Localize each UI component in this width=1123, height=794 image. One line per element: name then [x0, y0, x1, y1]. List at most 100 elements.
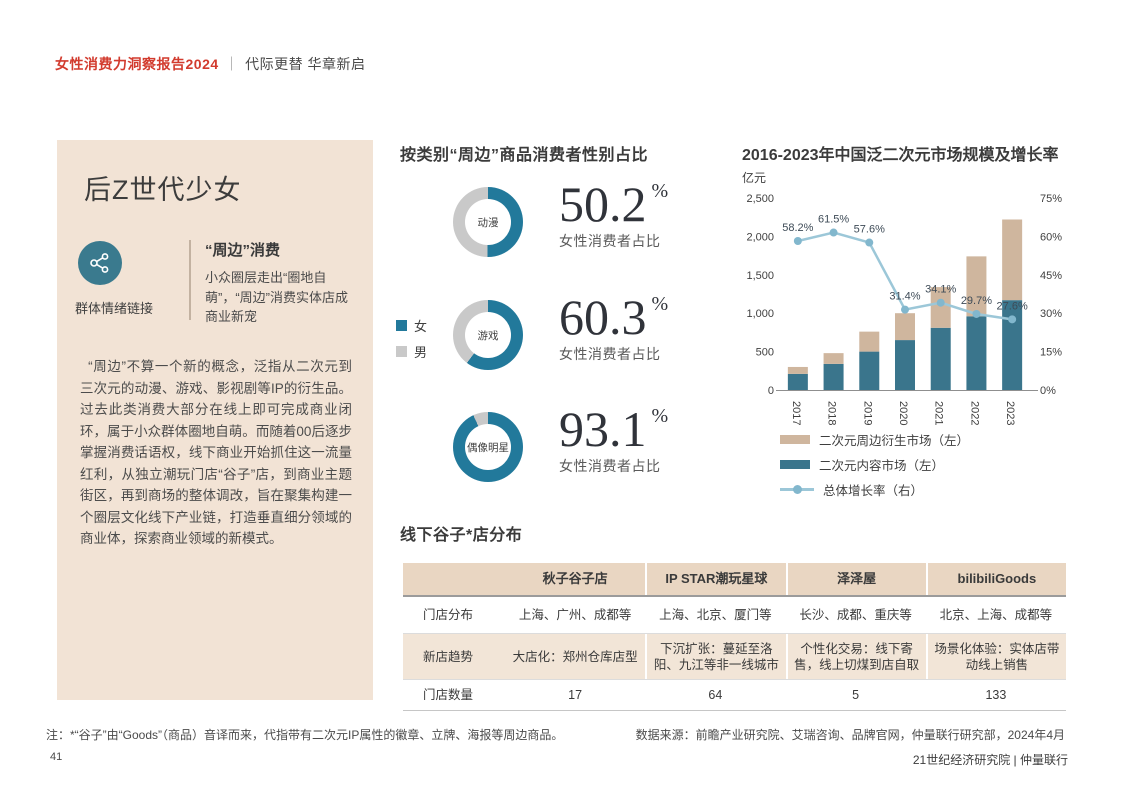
publisher: 21世纪经济研究院 | 仲量联行 — [912, 753, 1068, 767]
legend-label: 男 — [414, 344, 428, 360]
market-bar-chart: 亿元 2,500 2,000 1,500 1,000 500 0 75% 60% 45% 30% 15… — [742, 170, 1062, 425]
table-cell: 长沙、成都、重庆等 — [799, 608, 912, 622]
female-share-value: 50.2 — [559, 176, 647, 232]
icon-caption: 群体情绪链接 — [75, 301, 154, 316]
gender-legend-item: 女 — [396, 312, 427, 338]
svg-text:亿元: 亿元 — [742, 170, 766, 185]
highlight-panel: 后Z世代少女 群体情绪链接 “周边”消费 小众圈层走出“圈地自萌”，“周边”消费… — [57, 140, 373, 700]
percent-sign: % — [651, 180, 669, 202]
share-network-icon — [78, 241, 122, 285]
table-cell: 大店化：郑州仓库店型 — [512, 649, 638, 664]
donut-category-label: 动漫 — [477, 216, 499, 229]
header-subtitle: 代际更替 华章新启 — [245, 56, 366, 72]
column-header: 秋子谷子店 — [542, 571, 608, 586]
svg-text:2017: 2017 — [790, 401, 802, 425]
female-share-value: 93.1 — [559, 401, 647, 457]
market-chart-legend: 二次元周边衍生市场（左） 二次元内容市场（左） 总体增长率（右） — [780, 427, 969, 502]
svg-text:500: 500 — [756, 347, 774, 359]
panel-title: 后Z世代少女 — [84, 175, 242, 205]
svg-text:1,500: 1,500 — [746, 270, 774, 282]
market-legend-item: 二次元内容市场（左） — [780, 452, 969, 477]
donut-chart-group: 动漫 50.2% 女性消费者占比 游戏 60.3% 女性消费者占比 偶像明星 93.1% 女性消… — [453, 179, 733, 487]
svg-text:29.7%: 29.7% — [961, 295, 992, 307]
donut-category-label: 游戏 — [477, 329, 499, 342]
table-header-row: 秋子谷子店 IP STAR潮玩星球 泽泽屋 bilibiliGoods — [403, 563, 1066, 597]
market-legend-item: 总体增长率（右） — [780, 477, 969, 502]
row-label: 门店分布 — [423, 608, 474, 622]
legend-line-dot — [793, 485, 802, 494]
donut-row: 游戏 60.3% 女性消费者占比 — [453, 292, 668, 370]
legend-line-swatch — [780, 485, 814, 494]
svg-text:2022: 2022 — [968, 401, 980, 425]
panel-paragraph: “周边”不算一个新的概念，泛指从二次元到三次元的动漫、游戏、影视剧等IP的衍生品… — [80, 359, 352, 546]
store-table-title: 线下谷子*店分布 — [400, 527, 523, 544]
svg-text:61.5%: 61.5% — [818, 214, 849, 226]
value-caption: 女性消费者占比 — [559, 233, 661, 249]
table-row: 门店数量 17 64 5 133 — [403, 680, 1066, 711]
table-cell: 5 — [852, 688, 860, 702]
svg-text:2,000: 2,000 — [746, 231, 774, 243]
donut-hole: 偶像明星 — [465, 424, 511, 470]
feature-title: “周边”消费 — [205, 242, 281, 259]
table-cell: 133 — [985, 688, 1007, 702]
svg-text:0: 0 — [768, 385, 774, 397]
donut-row: 动漫 50.2% 女性消费者占比 — [453, 179, 668, 257]
svg-text:57.6%: 57.6% — [854, 224, 885, 236]
percent-sign: % — [651, 405, 669, 427]
donut-ring: 动漫 — [453, 187, 523, 257]
legend-swatch — [396, 345, 407, 357]
donut-row: 偶像明星 93.1% 女性消费者占比 — [453, 404, 668, 482]
legend-swatch — [780, 460, 810, 469]
donut-value-block: 50.2% 女性消费者占比 — [559, 179, 668, 257]
svg-text:0%: 0% — [1040, 385, 1056, 397]
legend-label: 女 — [414, 318, 428, 334]
percent-sign: % — [651, 293, 669, 315]
svg-text:2019: 2019 — [861, 401, 873, 425]
market-legend-item: 二次元周边衍生市场（左） — [780, 427, 969, 452]
column-header: IP STAR潮玩星球 — [645, 563, 785, 595]
market-chart-title: 2016-2023年中国泛二次元市场规模及增长率 — [742, 147, 1059, 164]
feature-desc: 小众圈层走出“圈地自萌”，“周边”消费实体店成商业新宠 — [205, 270, 348, 324]
store-table: 秋子谷子店 IP STAR潮玩星球 泽泽屋 bilibiliGoods 门店分布 上海、广… — [403, 563, 1066, 711]
data-source: 数据来源：前瞻产业研究院、艾瑞咨询、品牌官网，仲量联行研究部，2024年4月 — [635, 728, 1065, 742]
table-cell: 下沉扩张：蔓延至洛阳、九江等非一线城市 — [645, 634, 785, 679]
column-header: 泽泽屋 — [785, 563, 926, 595]
vertical-divider — [189, 240, 191, 320]
svg-text:34.1%: 34.1% — [925, 284, 956, 296]
table-cell: 个性化交易：线下寄售，线上切煤到店自取 — [785, 634, 926, 679]
row-label: 门店数量 — [423, 688, 474, 702]
svg-text:2023: 2023 — [1004, 401, 1016, 425]
svg-text:58.2%: 58.2% — [782, 222, 813, 234]
column-header: bilibiliGoods — [925, 563, 1066, 595]
gender-chart-title: 按类别“周边”商品消费者性别占比 — [400, 147, 649, 164]
donut-category-label: 偶像明星 — [467, 441, 509, 454]
table-cell: 17 — [568, 688, 583, 702]
svg-text:1,000: 1,000 — [746, 308, 774, 320]
svg-text:45%: 45% — [1040, 270, 1062, 282]
svg-text:31.4%: 31.4% — [889, 291, 920, 303]
table-cell: 上海、北京、厦门等 — [659, 608, 772, 622]
report-title: 女性消费力洞察报告2024 — [55, 56, 219, 72]
svg-text:2018: 2018 — [826, 401, 838, 425]
svg-text:15%: 15% — [1040, 347, 1062, 359]
legend-swatch — [780, 435, 810, 444]
page-number: 41 — [50, 751, 63, 763]
svg-text:2,500: 2,500 — [746, 193, 774, 205]
table-cell: 上海、广州、成都等 — [518, 608, 632, 622]
donut-ring: 偶像明星 — [453, 412, 523, 482]
svg-text:60%: 60% — [1040, 231, 1062, 243]
value-caption: 女性消费者占比 — [559, 346, 661, 362]
svg-text:27.6%: 27.6% — [997, 300, 1028, 312]
footnote: 注：*“谷子”由“Goods”（商品）音译而来，代指带有二次元IP属性的徽章、立… — [46, 728, 564, 742]
donut-ring: 游戏 — [453, 300, 523, 370]
donut-value-block: 60.3% 女性消费者占比 — [559, 292, 668, 370]
table-cell: 北京、上海、成都等 — [939, 608, 1053, 622]
gender-legend-item: 男 — [396, 338, 427, 364]
value-caption: 女性消费者占比 — [559, 458, 661, 474]
svg-text:2021: 2021 — [933, 401, 945, 425]
header-separator: ｜ — [224, 56, 240, 72]
legend-label: 总体增长率（右） — [823, 484, 924, 498]
donut-hole: 游戏 — [465, 312, 511, 358]
legend-label: 二次元内容市场（左） — [819, 459, 945, 473]
